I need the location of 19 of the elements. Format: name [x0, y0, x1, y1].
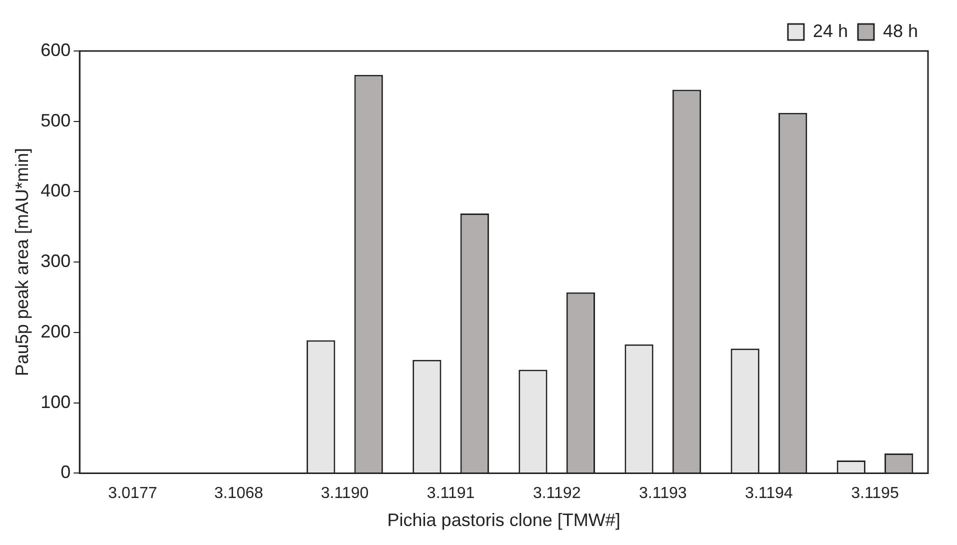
y-tick-label: 100: [40, 392, 71, 412]
x-tick-label: 3.1192: [532, 485, 581, 502]
y-tick-label: 600: [40, 40, 71, 60]
y-tick-label: 0: [60, 462, 71, 482]
x-axis-title: Pichia pastoris clone [TMW#]: [387, 510, 620, 530]
y-tick-label: 300: [40, 251, 71, 272]
x-tick-label: 3.0177: [108, 485, 158, 502]
y-tick-label: 200: [40, 321, 71, 342]
x-tick-label: 3.1195: [851, 485, 899, 502]
y-tick-label: 400: [40, 180, 71, 201]
x-tick-label: 3.1191: [426, 485, 475, 502]
y-tick-label: 500: [40, 110, 71, 130]
legend-label: 48 h: [882, 20, 918, 41]
x-tick-label: 3.1194: [745, 485, 793, 502]
legend-label: 24 h: [812, 20, 848, 41]
y-axis-title: Pau5p peak area [mAU*min]: [12, 148, 32, 376]
x-tick-label: 3.1068: [214, 485, 264, 502]
x-tick-label: 3.1193: [639, 485, 687, 502]
x-tick-label: 3.1190: [320, 485, 369, 502]
